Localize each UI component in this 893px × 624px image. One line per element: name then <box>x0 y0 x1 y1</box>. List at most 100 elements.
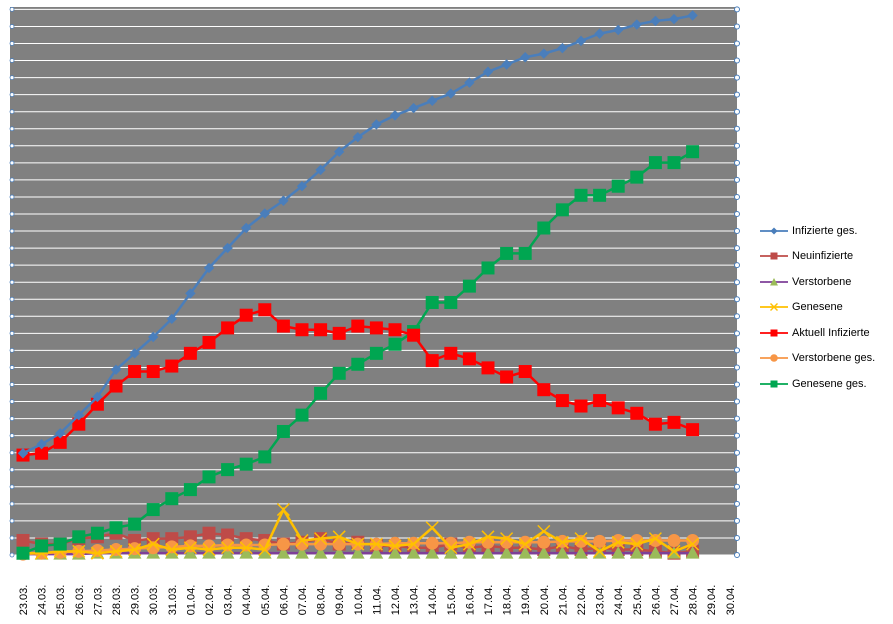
data-point <box>90 546 104 560</box>
data-point <box>128 543 142 557</box>
x-tick-label: 09.04. <box>334 585 346 616</box>
data-point <box>183 541 197 555</box>
x-tick-label: 20.04. <box>539 585 551 616</box>
left-axis-tick <box>9 6 15 12</box>
right-axis-tick <box>734 381 740 388</box>
data-point <box>611 535 625 549</box>
x-tick-label: 23.04. <box>595 585 607 616</box>
left-axis-tick <box>9 41 15 46</box>
legend-item: Genesene ges. <box>758 371 888 397</box>
x-tick-label: 27.03. <box>92 585 104 616</box>
data-point <box>276 319 290 333</box>
right-axis-tick <box>734 398 740 405</box>
data-point <box>481 261 495 275</box>
data-point <box>314 323 328 337</box>
data-point <box>371 119 382 130</box>
data-point <box>481 361 495 375</box>
data-point <box>388 546 402 559</box>
legend-item: Infizierte ges. <box>758 218 888 244</box>
data-point <box>444 295 458 309</box>
data-point <box>593 534 607 548</box>
data-point <box>426 95 438 107</box>
right-axis-tick <box>734 466 740 473</box>
data-point <box>369 321 383 335</box>
data-point <box>332 537 346 551</box>
legend-item: Neuinfizierte <box>758 244 888 270</box>
x-tick-label: 04.04. <box>241 585 253 616</box>
data-point <box>258 303 272 317</box>
data-point <box>686 533 700 547</box>
right-axis-tick <box>734 108 740 115</box>
left-axis-tick <box>9 535 15 541</box>
left-axis-tick <box>9 228 15 234</box>
data-point <box>295 323 309 337</box>
right-axis-tick <box>734 279 740 286</box>
data-point <box>221 321 235 335</box>
data-point <box>110 364 122 375</box>
series-infizierte-ges- <box>17 10 698 459</box>
data-point <box>185 288 196 299</box>
right-axis-tick <box>734 245 740 252</box>
left-axis-tick <box>9 552 15 558</box>
data-point <box>332 530 346 544</box>
x-tick-label: 10.04. <box>353 585 365 616</box>
data-point <box>295 546 309 559</box>
left-axis-tick <box>9 433 15 439</box>
data-point <box>445 88 457 99</box>
data-point <box>667 544 681 558</box>
data-point <box>611 546 626 559</box>
data-point <box>406 546 421 559</box>
data-point <box>555 203 569 217</box>
right-axis-tick <box>734 552 740 558</box>
data-point <box>128 365 142 379</box>
data-point <box>630 537 644 551</box>
data-point <box>537 221 551 235</box>
left-axis-tick <box>9 296 15 302</box>
x-tick-label: 08.04. <box>316 585 328 616</box>
right-axis-tick <box>734 228 740 235</box>
legend-label: Verstorbene <box>792 275 852 288</box>
data-point <box>518 546 533 559</box>
left-axis-tick <box>9 416 15 422</box>
left-axis-tick <box>9 279 15 285</box>
data-point <box>220 546 235 559</box>
legend-item: Aktuell Infizierte <box>758 320 888 346</box>
right-axis-tick <box>734 415 740 422</box>
series-genesene-ges- <box>16 145 700 560</box>
right-axis-tick <box>734 432 740 439</box>
legend-label: Verstorbene ges. <box>792 352 876 365</box>
data-point <box>593 544 607 558</box>
data-point <box>537 535 551 549</box>
data-point <box>667 156 681 170</box>
data-point <box>16 546 30 560</box>
left-axis-tick <box>9 194 15 200</box>
x-tick-label: 21.04. <box>557 585 569 616</box>
data-point <box>278 195 289 206</box>
right-axis-tick <box>734 176 740 183</box>
data-point <box>296 181 308 192</box>
legend-item: Genesene <box>758 295 888 321</box>
data-point <box>146 503 160 517</box>
data-point <box>537 524 551 538</box>
data-point <box>500 246 514 260</box>
x-tick-label: 05.04. <box>260 585 272 616</box>
data-point <box>333 146 345 157</box>
data-point <box>183 483 197 497</box>
data-point <box>388 323 402 337</box>
data-point <box>501 59 512 70</box>
data-point <box>54 428 66 439</box>
data-point <box>239 541 253 555</box>
legend-swatch <box>760 354 788 363</box>
x-tick-label: 19.04. <box>520 585 532 616</box>
data-point <box>315 164 326 176</box>
right-axis-tick <box>734 142 740 149</box>
left-axis-tick <box>9 58 15 63</box>
data-point <box>538 48 550 59</box>
data-point <box>109 521 123 535</box>
left-axis-tick <box>9 160 15 166</box>
data-point <box>425 521 439 535</box>
data-point <box>425 536 439 550</box>
data-point <box>444 541 458 555</box>
x-tick-label: 30.04. <box>725 585 737 616</box>
